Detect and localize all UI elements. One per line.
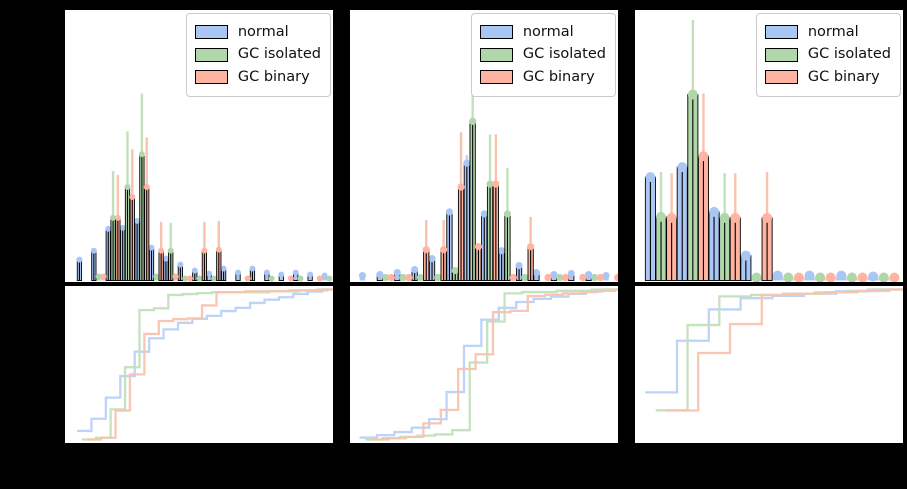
- legend-item-normal: normal: [764, 23, 891, 43]
- legend-label: GC isolated: [522, 46, 606, 63]
- legend-label: normal: [522, 23, 574, 40]
- legend-label: GC binary: [522, 68, 595, 85]
- legend-label: GC isolated: [237, 46, 321, 63]
- normal-swatch: [764, 25, 798, 40]
- panel-left-histogram-plot: [75, 93, 332, 282]
- legend-item-gc-isolated: GC isolated: [764, 45, 891, 65]
- panel-middle-histogram-plot: [358, 25, 618, 281]
- panel-left-cdf-axes: [63, 285, 334, 444]
- panel-middle-cdf-plot: [359, 287, 618, 441]
- legend: normal GC isolated GC binary: [470, 12, 616, 98]
- panel-right-histogram-plot: [644, 19, 899, 282]
- legend-item-gc-binary: GC binary: [479, 68, 606, 88]
- panel-left-cdf-plot: [76, 287, 333, 441]
- panel-right-cdf-axes: [633, 285, 904, 444]
- legend-label: GC binary: [237, 68, 310, 85]
- legend-label: GC isolated: [807, 46, 891, 63]
- gc-binary-swatch: [764, 70, 798, 85]
- panel-middle-cdf-axes: [348, 285, 619, 444]
- gc-binary-swatch: [194, 70, 228, 85]
- normal-swatch: [194, 25, 228, 40]
- panel-right-cdf-plot: [644, 287, 903, 412]
- panel-middle-histogram-axes: normal GC isolated GC binary: [348, 8, 619, 283]
- normal-swatch: [479, 25, 513, 40]
- legend-item-gc-binary: GC binary: [764, 68, 891, 88]
- legend-item-normal: normal: [479, 23, 606, 43]
- gc-isolated-swatch: [479, 47, 513, 62]
- panel-right-histogram-axes: normal GC isolated GC binary: [633, 8, 904, 283]
- legend-item-gc-binary: GC binary: [194, 68, 321, 88]
- gc-isolated-swatch: [194, 47, 228, 62]
- gc-isolated-swatch: [764, 47, 798, 62]
- legend-label: normal: [807, 23, 859, 40]
- legend-item-normal: normal: [194, 23, 321, 43]
- legend-label: GC binary: [807, 68, 880, 85]
- legend-item-gc-isolated: GC isolated: [194, 45, 321, 65]
- legend: normal GC isolated GC binary: [185, 12, 331, 98]
- legend: normal GC isolated GC binary: [755, 12, 901, 98]
- gc-binary-swatch: [479, 70, 513, 85]
- legend-item-gc-isolated: GC isolated: [479, 45, 606, 65]
- panel-left-histogram-axes: normal GC isolated GC binary: [63, 8, 334, 283]
- legend-label: normal: [237, 23, 289, 40]
